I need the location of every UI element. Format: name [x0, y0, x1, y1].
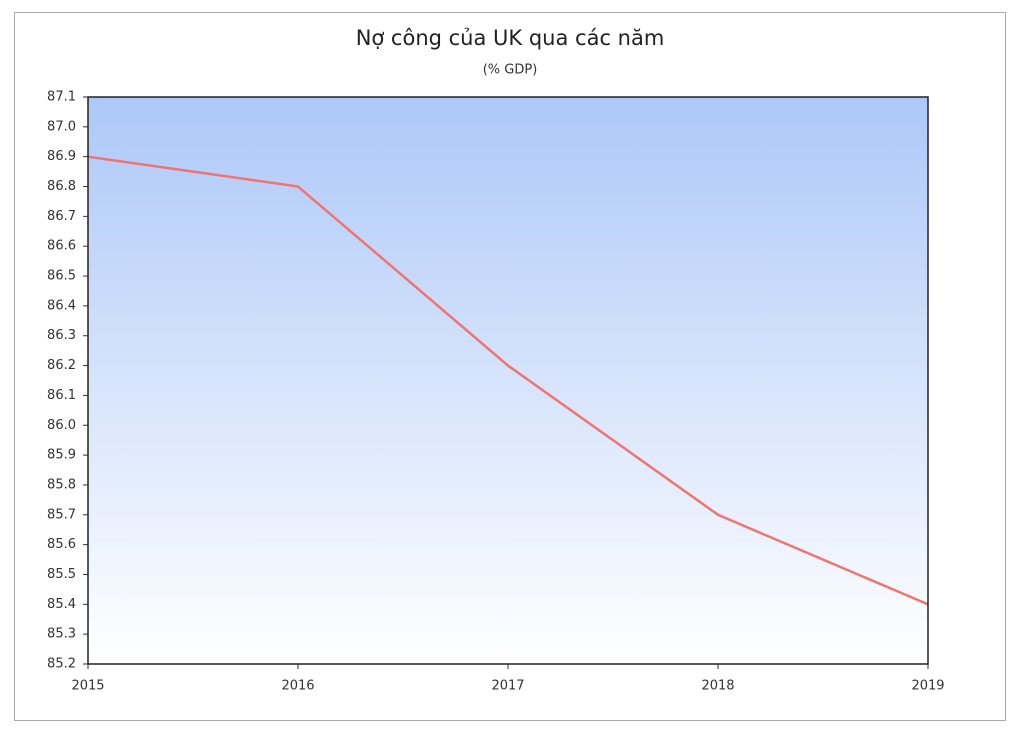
- x-tick-label: 2016: [281, 679, 314, 694]
- y-tick-label: 86.5: [47, 269, 76, 284]
- y-tick-label: 86.2: [47, 358, 76, 373]
- y-tick-label: 86.3: [47, 328, 76, 343]
- y-tick-label: 85.2: [47, 657, 76, 672]
- y-tick-label: 87.0: [47, 119, 76, 134]
- plot-border: [87, 96, 929, 665]
- chart-title: Nợ công của UK qua các năm: [356, 26, 665, 50]
- data-line: [87, 155, 929, 606]
- y-tick-label: 85.8: [47, 477, 76, 492]
- y-tick-label: 85.9: [47, 448, 76, 463]
- y-tick-label: 85.4: [47, 597, 76, 612]
- x-tick-label: 2019: [911, 679, 944, 694]
- y-tick-label: 86.9: [47, 149, 76, 164]
- y-tick-label: 85.6: [47, 537, 76, 552]
- x-tick-label: 2015: [71, 679, 104, 694]
- y-tick-label: 86.8: [47, 179, 76, 194]
- y-tick-label: 87.1: [47, 90, 76, 105]
- x-tick-label: 2017: [491, 679, 524, 694]
- y-tick-label: 85.3: [47, 627, 76, 642]
- y-tick-label: 86.7: [47, 209, 76, 224]
- y-tick-label: 86.6: [47, 239, 76, 254]
- y-tick-label: 85.7: [47, 507, 76, 522]
- y-tick-label: 85.5: [47, 567, 76, 582]
- plot-area: [88, 97, 928, 664]
- y-tick-label: 86.1: [47, 388, 76, 403]
- y-tick-label: 86.0: [47, 418, 76, 433]
- y-tick-label: 86.4: [47, 298, 76, 313]
- chart-subtitle: (% GDP): [483, 63, 538, 78]
- x-tick-label: 2018: [701, 679, 734, 694]
